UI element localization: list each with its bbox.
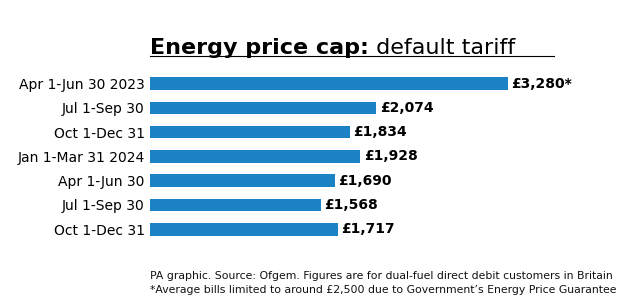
Text: £1,834: £1,834 [353,125,407,139]
Text: £1,690: £1,690 [338,174,391,188]
Text: £1,717: £1,717 [340,222,394,236]
Bar [150,174,335,187]
Bar [150,223,337,235]
Text: £1,928: £1,928 [364,150,417,163]
Bar [150,77,508,90]
Bar [150,126,350,139]
Text: Energy price cap:: Energy price cap: [150,38,369,58]
Text: PA graphic. Source: Ofgem. Figures are for dual-fuel direct debit customers in B: PA graphic. Source: Ofgem. Figures are f… [150,271,617,295]
Text: £3,280*: £3,280* [511,77,572,91]
Text: £1,568: £1,568 [324,198,378,212]
Bar [150,102,376,114]
Bar [150,150,360,163]
Text: default tariff: default tariff [369,38,516,58]
Bar [150,199,321,211]
Text: £2,074: £2,074 [380,101,433,115]
